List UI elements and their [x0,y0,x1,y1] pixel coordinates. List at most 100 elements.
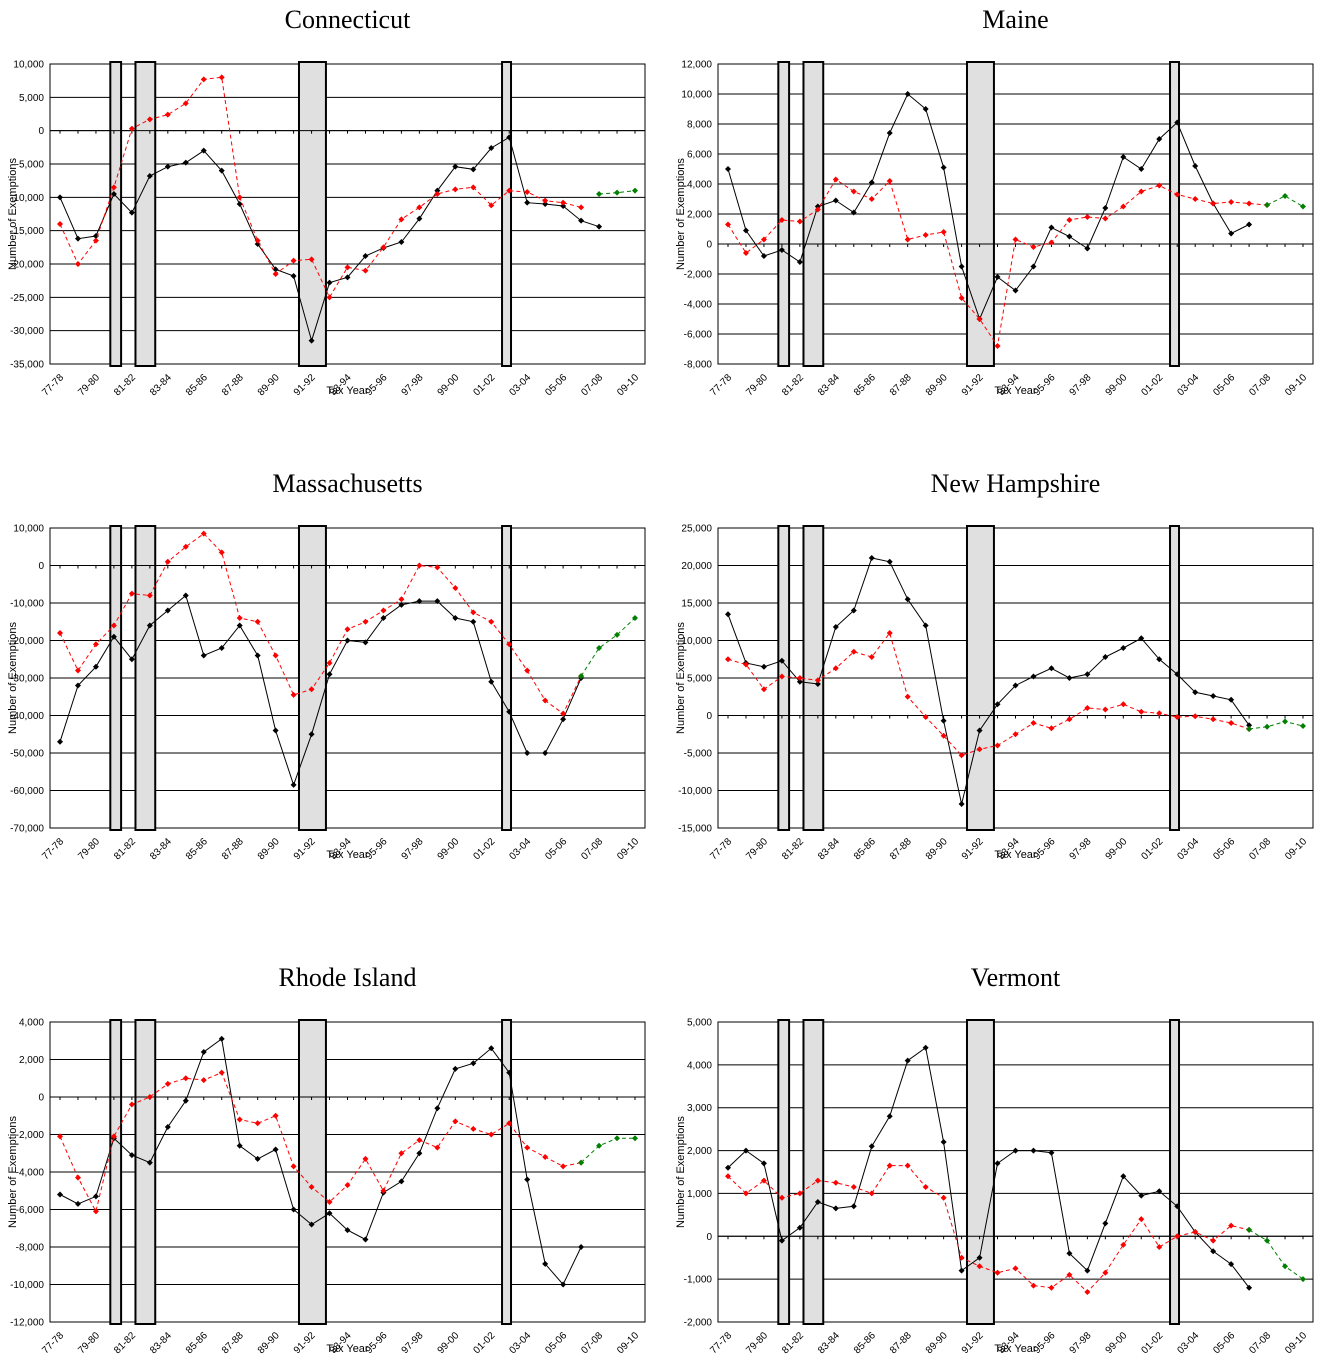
data-point [1084,705,1091,711]
y-tick-label: -40,000 [10,711,44,722]
data-point [506,134,513,141]
x-tick-label: 85-86 [184,372,210,398]
data-point [796,678,803,685]
x-tick-label: 07-08 [1247,372,1273,398]
shaded-period [109,61,123,367]
data-point [976,746,983,753]
shaded-period [1169,525,1181,831]
y-tick-label: -8,000 [684,360,713,371]
data-point [1156,656,1163,663]
data-point [1012,287,1019,294]
data-point [1246,1284,1253,1291]
data-point [380,1187,387,1194]
x-axis-title: Tax Year [994,385,1037,397]
data-point [868,196,875,202]
data-point [57,738,63,745]
data-point [1192,163,1199,169]
y-tick-label: 15,000 [681,599,712,610]
data-point [128,125,135,132]
data-point [760,1160,767,1167]
data-point [182,1097,189,1104]
y-tick-label: 0 [38,126,44,137]
data-point [1066,716,1073,723]
y-tick-label: 8,000 [687,120,712,131]
data-point [976,316,983,322]
y-tick-label: -2,000 [684,1318,713,1329]
data-point [922,106,929,112]
y-tick-label: 10,000 [13,60,44,71]
data-point [1102,706,1109,713]
chart-title: Vermont [971,963,1061,992]
data-point [416,1150,423,1157]
shaded-period [134,525,157,831]
x-axis-title: Tax Year [326,1343,369,1355]
x-tick-label: 99-00 [436,372,462,398]
x-tick-label: 03-04 [507,372,533,398]
data-point [452,1065,459,1072]
shaded-period [109,1019,123,1325]
y-tick-label: 5,000 [687,674,712,685]
data-point [182,592,189,599]
data-point [725,1173,731,1180]
data-point [452,1118,459,1125]
x-tick-label: 05-06 [1211,1330,1237,1356]
series-line [59,76,582,299]
data-point [1120,203,1127,210]
y-tick-label: -2,000 [684,270,713,281]
x-tick-label: 85-86 [852,836,878,862]
data-point [832,665,839,672]
data-point [1138,708,1145,715]
y-tick-label: 2,000 [687,210,712,221]
data-point [1228,696,1235,703]
data-point [1246,221,1253,228]
data-point [308,1221,315,1228]
x-tick-label: 85-86 [852,372,878,398]
data-point [1282,193,1289,199]
data-point [1300,723,1306,729]
data-point [1066,675,1073,681]
data-point [344,626,351,633]
data-point [1138,1192,1145,1199]
y-tick-label: 5,000 [687,1018,712,1029]
data-point [164,607,171,614]
data-point [578,673,585,680]
x-tick-label: 91-92 [960,1330,986,1356]
x-tick-label: 05-06 [543,1330,569,1356]
x-axis-title: Tax Year [994,1343,1037,1355]
data-point [362,267,369,274]
data-point [1210,1237,1217,1244]
data-point [1120,1241,1127,1248]
x-tick-label: 03-04 [1175,1330,1201,1356]
shaded-period [802,1019,825,1325]
x-tick-label: 01-02 [472,836,498,862]
data-point [1048,239,1055,246]
series-line [727,1165,1250,1293]
shaded-period [134,1019,157,1325]
data-point [614,631,621,638]
shaded-period [134,61,157,367]
data-point [814,677,821,684]
data-point [110,1133,117,1140]
y-tick-label: -35,000 [10,360,44,371]
shaded-period [777,525,791,831]
data-point [164,111,171,118]
data-point [74,235,81,242]
data-point [452,615,459,621]
data-point [868,1143,875,1150]
x-tick-label: 81-82 [780,1330,806,1356]
data-point [560,716,567,723]
data-point [1102,654,1109,660]
data-point [254,1155,261,1162]
data-point [146,622,153,629]
data-point [886,178,893,184]
data-point [904,1162,911,1169]
data-point [236,615,243,621]
data-point [1030,1282,1037,1289]
data-point [796,259,803,265]
x-tick-label: 91-92 [960,836,986,862]
y-tick-label: -15,000 [10,226,44,237]
y-tick-label: -15,000 [678,824,712,835]
data-point [236,201,243,207]
shaded-period [501,1019,513,1325]
